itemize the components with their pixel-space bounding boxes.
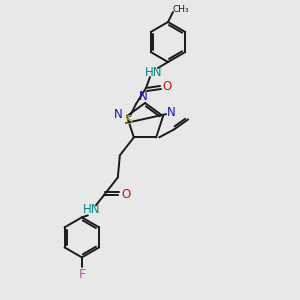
Text: O: O xyxy=(162,80,172,94)
Text: HN: HN xyxy=(83,203,100,216)
Text: CH₃: CH₃ xyxy=(173,5,189,14)
Text: S: S xyxy=(124,113,132,127)
Text: HN: HN xyxy=(145,65,163,79)
Text: N: N xyxy=(139,89,147,103)
Text: F: F xyxy=(78,268,85,281)
Text: N: N xyxy=(167,106,176,118)
Text: O: O xyxy=(121,188,130,201)
Text: N: N xyxy=(114,108,122,121)
